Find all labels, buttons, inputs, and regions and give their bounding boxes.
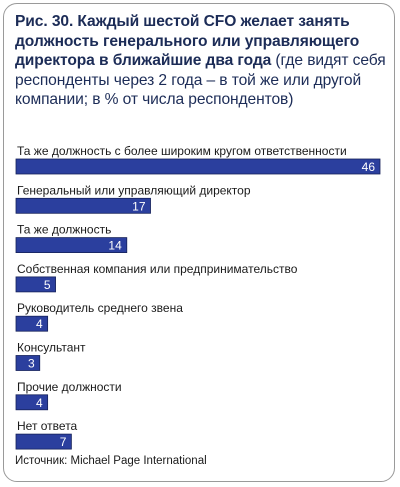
bar-value-label: 4 [36, 396, 43, 410]
bar [15, 315, 49, 332]
category-label: Генеральный или управляющий директор [17, 183, 251, 197]
category-label: Та же должность [17, 223, 111, 237]
category-label: Консультант [17, 341, 86, 355]
category-label: Нет ответа [17, 419, 78, 433]
category-label: Собственная компания или предприниматель… [17, 262, 298, 276]
chart-title-bold: Рис. 30. Каждый шестой CFO желает занять… [15, 13, 360, 70]
bar-value-label: 4 [36, 317, 43, 331]
bar-value-label: 46 [362, 160, 376, 174]
bar [15, 237, 128, 254]
bar-value-label: 5 [44, 278, 51, 292]
bar [15, 355, 41, 371]
source-note: Источник: Michael Page International [15, 455, 207, 467]
bar [15, 394, 49, 411]
bar-value-label: 14 [108, 239, 122, 253]
bar [15, 158, 381, 175]
bar-value-label: 3 [28, 357, 35, 371]
chart-title-note: (где видят себя респонденты через 2 года… [15, 52, 386, 109]
bar-value-label: 17 [132, 199, 146, 213]
category-label: Руководитель среднего звена [17, 301, 183, 315]
bar-value-label: 7 [60, 435, 67, 449]
category-label: Прочие должности [17, 380, 122, 394]
bar [15, 276, 56, 293]
category-label: Та же должность с более широким кругом о… [17, 144, 347, 158]
chart-title: Рис. 30. Каждый шестой CFO желает занять… [15, 12, 387, 110]
bar [15, 433, 72, 450]
bar [15, 197, 151, 214]
